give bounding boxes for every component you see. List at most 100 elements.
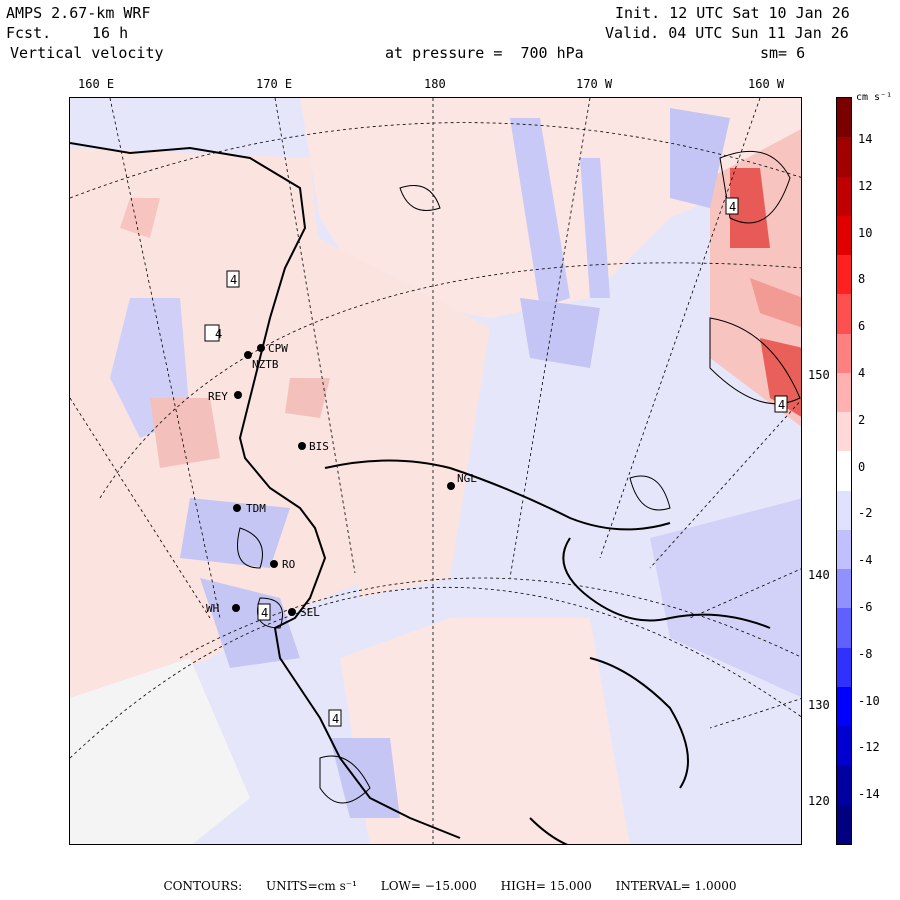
- lat-label: 150 W: [808, 368, 845, 382]
- colorbar-segment: [837, 686, 851, 727]
- colorbar-segment: [837, 765, 851, 806]
- colorbar-segment: [837, 137, 851, 177]
- colorbar-tick-label: 8: [858, 272, 866, 287]
- colorbar-tick-label: 6: [858, 319, 866, 334]
- colorbar-tick-label: -8: [858, 646, 873, 661]
- negative-region: [650, 498, 801, 698]
- negative-region: [330, 738, 400, 818]
- station-label: NZTB: [252, 358, 279, 371]
- negative-streak: [510, 118, 570, 308]
- station-marker: [232, 604, 240, 612]
- colorbar-tick-label: -6: [858, 600, 873, 614]
- colorbar-segment: [837, 569, 851, 609]
- lon-label: 180: [424, 77, 446, 91]
- lon-label: 170 E: [256, 77, 293, 91]
- station-marker: [233, 504, 241, 512]
- init-time: Init. 12 UTC Sat 10 Jan 26: [615, 4, 850, 22]
- lat-label: 130 W: [808, 698, 845, 712]
- smoothing: sm= 6: [760, 44, 806, 62]
- neutral-region: [70, 658, 250, 844]
- contour-label: 4: [261, 606, 268, 620]
- map-panel: CPW NZTB REY BIS NGL TDM RO WH SEL 4 4 4…: [69, 97, 802, 845]
- valid-time: Valid. 04 UTC Sun 11 Jan 26: [605, 24, 849, 42]
- colorbar-tick-label: -4: [858, 553, 873, 568]
- station-label: NGL: [457, 472, 477, 485]
- station-marker: [244, 351, 252, 359]
- footer-low: LOW= −15.000: [380, 879, 477, 893]
- station-marker: [257, 344, 265, 352]
- colorbar-segment: [837, 726, 851, 766]
- colorbar-segment: [837, 529, 851, 570]
- core-positive: [760, 338, 801, 417]
- lon-label: 160 W: [748, 77, 785, 91]
- footer-units: UNITS=cm s⁻¹: [266, 879, 357, 893]
- positive-region: [300, 228, 490, 598]
- map-svg: CPW NZTB REY BIS NGL TDM RO WH SEL 4 4 4…: [70, 98, 801, 844]
- core-positive: [750, 278, 801, 328]
- station-label: REY: [208, 390, 228, 403]
- colorbar-segment: [837, 451, 851, 492]
- colorbar-segment: [837, 255, 851, 295]
- positive-region: [340, 618, 630, 844]
- colorbar-tick-label: 10: [858, 225, 873, 240]
- pressure-level: at pressure = 700 hPa: [385, 44, 584, 62]
- contour-label: 4: [332, 712, 339, 726]
- positive-spot: [120, 198, 160, 238]
- lon-label: 170 W: [576, 77, 613, 91]
- colorbar-segment: [837, 98, 851, 138]
- contour-label: 4: [215, 327, 222, 341]
- colorbar-tick-label: 4: [858, 366, 866, 380]
- station-marker: [447, 482, 455, 490]
- station-label: WH: [206, 602, 219, 615]
- colorbar-tick-label: 14: [858, 132, 873, 146]
- colorbar-segment: [837, 372, 851, 413]
- colorbar-tick-label: -2: [858, 506, 873, 521]
- station-label: BIS: [309, 440, 329, 453]
- footer: CONTOURS: UNITS=cm s⁻¹ LOW= −15.000 HIGH…: [0, 879, 900, 893]
- colorbar-segment: [837, 176, 851, 217]
- colorbar-segment: [837, 647, 851, 688]
- footer-contours: CONTOURS:: [163, 879, 243, 893]
- colorbar-segment: [837, 608, 851, 649]
- colorbar: [836, 97, 852, 845]
- contour-labels: 4 4 4 4 4 4: [204, 197, 788, 727]
- lat-label: 140 W: [808, 568, 845, 582]
- stations: CPW NZTB REY BIS NGL TDM RO WH SEL: [206, 342, 477, 619]
- negative-streak: [520, 298, 600, 368]
- colorbar-tick-label: 12: [858, 178, 873, 193]
- contour-lines: [237, 150, 801, 804]
- forecast-label: Fcst.: [6, 24, 52, 42]
- colorbar-tick-label: -10: [858, 693, 880, 708]
- lon-label: 160 E: [78, 77, 115, 91]
- station-label: RO: [282, 558, 295, 571]
- core-positive: [730, 168, 770, 248]
- negative-streak: [670, 108, 730, 208]
- lat-label: 120 W: [808, 794, 845, 808]
- model-title: AMPS 2.67-km WRF: [6, 4, 151, 22]
- station-label: TDM: [246, 502, 266, 515]
- colorbar-tick-label: -14: [858, 787, 880, 802]
- contour-label: 4: [778, 398, 785, 412]
- station-marker: [298, 442, 306, 450]
- contour-label: 4: [729, 200, 736, 214]
- station-marker: [288, 608, 296, 616]
- field-name: Vertical velocity: [10, 44, 164, 62]
- coastline: [70, 142, 771, 844]
- colorbar-segment: [837, 333, 851, 374]
- forecast-hours: 16 h: [92, 24, 129, 42]
- positive-region: [70, 148, 370, 718]
- colorbar-unit: cm s⁻¹: [856, 92, 893, 103]
- positive-spot: [285, 378, 330, 418]
- station-marker: [234, 391, 242, 399]
- graticule: [70, 98, 801, 844]
- colorbar-tick-label: 2: [858, 412, 866, 427]
- contour-label: 4: [230, 273, 237, 287]
- colorbar-segment: [837, 412, 851, 452]
- station-label: CPW: [268, 342, 288, 355]
- colorbar-tick-label: -12: [858, 740, 880, 755]
- negative-streak: [580, 158, 610, 298]
- station-label: SEL: [300, 606, 320, 619]
- colorbar-segment: [837, 294, 851, 335]
- footer-high: HIGH= 15.000: [500, 879, 592, 893]
- positive-spot: [150, 398, 220, 468]
